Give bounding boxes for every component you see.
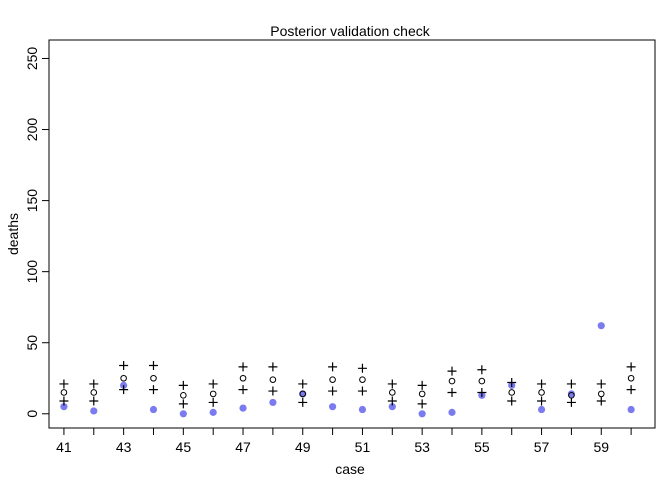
interval-bound-point [477,387,487,397]
data-points [59,322,636,418]
predicted-mean-point [538,389,545,396]
interval-bound-point [596,396,606,406]
interval-bound-point [208,379,218,389]
x-tick-label: 51 [355,439,371,455]
predicted-mean-point [120,374,127,382]
interval-bound-point [328,386,338,396]
plot-frame [48,39,656,429]
y-tick-label: 200 [24,118,40,142]
interval-bound-point [298,397,308,407]
interval-bound-point [119,385,129,395]
predicted-mean-point [269,376,277,383]
interval-bound-point [357,386,367,396]
interval-bound-point [387,396,397,406]
interval-bound-point [59,379,69,389]
predicted-mean-point [60,389,68,396]
y-axis-title: deaths [5,213,21,255]
predicted-mean-point [508,389,516,396]
predicted-mean-point [597,390,605,398]
interval-bound-point [447,387,457,397]
interval-bound-point [537,396,547,406]
predicted-mean-point [329,376,336,383]
x-axis: 41 43 45 47 49 51 53 55 57 59 [56,428,632,455]
interval-bound-point [566,379,576,389]
interval-bound-point [507,378,517,388]
y-tick-label: 100 [24,260,40,284]
y-axis: 0 50 100 150 200 250 [24,47,49,418]
interval-bound-point [148,385,158,395]
observed-point [328,403,337,411]
interval-bound-point [417,380,427,390]
interval-bound-point [178,399,188,409]
observed-point [179,410,187,418]
interval-bound-point [387,379,397,389]
x-tick-label: 53 [414,439,430,455]
observed-point [239,404,247,412]
observed-point [90,407,98,415]
x-tick-label: 47 [235,439,251,455]
x-tick-label: 59 [593,439,609,455]
predicted-mean-point [478,377,486,385]
chart-title: Posterior validation check [270,23,431,39]
interval-bound-point [477,365,487,375]
interval-bound-point [208,397,218,407]
observed-point [537,405,546,414]
interval-bound-point [626,362,636,372]
predicted-mean-point [299,390,307,398]
observed-point [418,410,426,418]
predicted-mean-point [239,374,247,382]
interval-bound-point [357,363,367,373]
y-tick-label: 50 [24,335,40,351]
interval-bound-point [238,362,248,372]
predicted-mean-point [418,390,426,398]
observed-point [627,405,635,414]
predicted-mean-point [209,390,217,398]
y-tick-label: 0 [24,410,40,418]
observed-point [567,390,576,398]
interval-bound-point [507,396,517,406]
x-tick-label: 45 [176,439,192,455]
predicted-mean-point [389,389,396,396]
x-axis-title: case [335,461,365,477]
interval-bound-point [59,396,69,406]
interval-bound-point [238,385,248,395]
x-tick-label: 57 [534,439,550,455]
interval-bound-point [626,385,636,395]
x-tick-label: 43 [116,439,132,455]
interval-bound-point [417,399,427,409]
observed-point [448,408,456,416]
observed-point [60,403,68,411]
interval-bound-point [268,362,278,372]
interval-bound-point [566,397,576,407]
interval-bound-point [447,366,457,376]
x-tick-label: 55 [474,439,490,455]
observed-point [209,408,217,416]
interval-bound-point [119,360,129,370]
observed-point [597,322,605,330]
interval-bound-point [596,379,606,389]
observed-point [269,398,277,407]
interval-bound-point [148,360,158,370]
observed-point [388,403,396,411]
interval-bound-point [268,386,278,396]
interval-bound-point [178,380,188,390]
predicted-mean-point [359,376,366,383]
interval-bound-point [298,379,308,389]
interval-bound-point [537,379,547,389]
predicted-mean-point [627,374,635,382]
interval-bound-point [328,362,338,372]
predicted-mean-point [150,374,157,382]
y-tick-label: 150 [24,189,40,213]
interval-bound-point [89,396,99,406]
y-tick-label: 250 [24,47,40,71]
predicted-mean-point [180,392,187,399]
x-tick-label: 41 [56,439,72,455]
x-tick-label: 49 [295,439,311,455]
predicted-mean-point [448,377,456,385]
predicted-mean-point [90,389,98,396]
observed-point [149,405,158,414]
observed-point [358,405,367,414]
interval-bound-point [89,379,99,389]
